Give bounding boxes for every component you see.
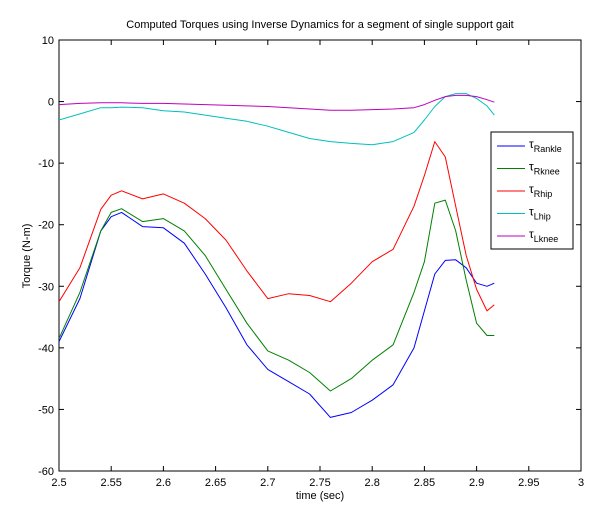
- series-line-rankle: [59, 211, 495, 418]
- y-axis: 10 0 -10 -20 -30 -40 -50 -60: [38, 35, 581, 478]
- series-line-lhip: [59, 93, 495, 146]
- x-tick-label: 2.75: [309, 477, 330, 489]
- x-tick-label: 2.55: [100, 477, 121, 489]
- y-tick-label: -10: [38, 158, 54, 170]
- plot-frame: [58, 39, 582, 472]
- legend-label: τLhip: [529, 205, 551, 222]
- plot-area: [58, 39, 582, 472]
- x-tick-label: 2.85: [414, 477, 435, 489]
- x-tick-label: 2.5: [51, 477, 66, 489]
- series-lines: [59, 93, 495, 418]
- x-axis: 2.5 2.55 2.6 2.65 2.7 2.75 2.8 2.85 2.9 2.95 3: [51, 40, 584, 489]
- y-tick-label: -20: [38, 220, 54, 232]
- y-tick-label: -40: [38, 343, 54, 355]
- series-line-lknee: [59, 94, 495, 111]
- legend-item-rknee: τRknee: [497, 160, 560, 177]
- x-tick-label: 2.6: [156, 477, 171, 489]
- legend-label: τRknee: [529, 160, 560, 177]
- y-tick-label: 10: [42, 35, 54, 47]
- legend: τRankle τRknee τRhip τLhip τLknee: [490, 131, 574, 250]
- legend-label: τRankle: [529, 137, 562, 154]
- y-tick-label: -50: [38, 404, 54, 416]
- series-line-rhip: [59, 141, 495, 312]
- chart-title: Computed Torques using Inverse Dynamics …: [126, 19, 513, 31]
- legend-item-lhip: τLhip: [497, 205, 551, 222]
- legend-label: τRhip: [529, 182, 552, 199]
- y-tick-label: -30: [38, 281, 54, 293]
- y-tick-label: -60: [38, 466, 54, 478]
- legend-item-rankle: τRankle: [497, 137, 562, 154]
- x-tick-label: 3: [578, 477, 584, 489]
- x-tick-label: 2.8: [365, 477, 380, 489]
- x-tick-label: 2.9: [469, 477, 484, 489]
- legend-label: τLknee: [529, 227, 558, 244]
- legend-item-rhip: τRhip: [497, 182, 552, 199]
- x-tick-label: 2.7: [260, 477, 275, 489]
- series-line-rknee: [59, 199, 495, 392]
- x-tick-label: 2.65: [205, 477, 226, 489]
- legend-item-lknee: τLknee: [497, 227, 558, 244]
- y-tick-label: 0: [48, 97, 54, 109]
- x-axis-label: time (sec): [296, 490, 344, 502]
- y-axis-label: Torque (N-m): [21, 224, 33, 289]
- x-tick-label: 2.95: [518, 477, 539, 489]
